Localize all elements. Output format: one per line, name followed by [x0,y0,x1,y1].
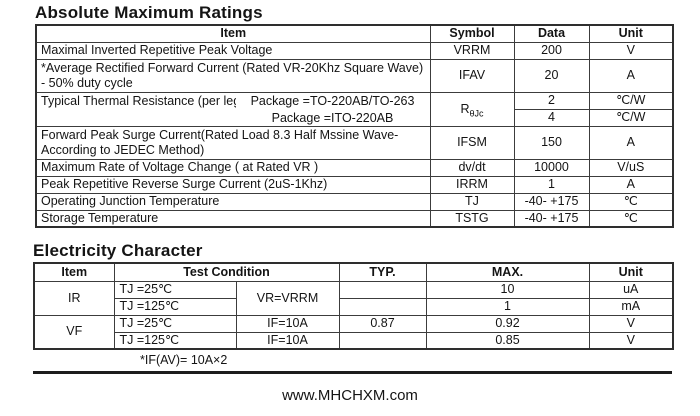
ec-row-vf-2: TJ =125℃ IF=10A 0.85 V [34,331,674,350]
bottom-rule [33,371,672,374]
amr-symbol-cell: TSTG [429,209,515,228]
amr-unit-cell: ℃/W [588,109,674,127]
ec-typ-cell [338,331,427,350]
amr-data-cell: 10000 [513,158,590,177]
amr-symbol-cell: TJ [429,192,515,211]
package-line-1: Package =TO-220AB/TO-263 [250,93,415,108]
amr-item-cell: Maximum Rate of Voltage Change ( at Rate… [35,158,431,177]
amr-row-ifsm: Forward Peak Surge Current(Rated Load 8.… [35,125,674,160]
amr-data-cell: 200 [513,41,590,60]
ec-cond1-cell: TJ =125℃ [113,297,237,316]
amr-row-irrm: Peak Repetitive Reverse Surge Current (2… [35,175,674,194]
amr-data-cell: 150 [513,125,590,160]
ec-max-cell: 0.92 [425,314,590,333]
amr-row-ifav: *Average Rectified Forward Current (Rate… [35,58,674,93]
amr-symbol-cell: dv/dt [429,158,515,177]
thermal-packages: Package =TO-220AB/TO-263 Package =ITO-22… [236,93,430,125]
amr-symbol-cell: IFSM [429,125,515,160]
amr-data-cell: 20 [513,58,590,93]
amr-header-data: Data [513,24,590,43]
amr-symbol-cell: VRRM [429,41,515,60]
amr-data-cell: -40- +175 [513,192,590,211]
ec-header-unit: Unit [588,262,674,282]
amr-row-tstg: Storage Temperature TSTG -40- +175 ℃ [35,209,674,228]
amr-item-cell: Maximal Inverted Repetitive Peak Voltage [35,41,431,60]
ec-max-cell: 1 [425,297,590,316]
ec-header-row: Item Test Condition TYP. MAX. Unit [33,262,674,282]
amr-unit-cell: A [588,58,674,93]
amr-symbol-cell: IFAV [429,58,515,93]
amr-row-dvdt: Maximum Rate of Voltage Change ( at Rate… [35,158,674,177]
ec-unit-cell: V [588,331,674,350]
amr-row-thermal-2: 4 ℃/W [36,109,674,127]
package-line-2: Package =ITO-220AB [271,110,394,125]
amr-unit-cell: ℃ [588,209,674,228]
thermal-layout: Typical Thermal Resistance (per leg Pack… [41,93,430,125]
amr-unit-cell: V [588,41,674,60]
ec-typ-cell: 0.87 [338,314,427,333]
amr-header-row: Item Symbol Data Unit [35,24,674,43]
amr-symbol-cell-rthjc: RθJc [429,91,515,127]
ec-item-cell-ir: IR [33,280,115,316]
amr-data-cell: 1 [513,175,590,194]
ec-cond1-cell: TJ =25℃ [113,280,237,299]
amr-row-thermal-1: Typical Thermal Resistance (per leg Pack… [35,91,674,127]
amr-data-cell: 4 [513,109,590,127]
ec-cond2-cell: IF=10A [235,331,340,350]
ec-item-cell-vf: VF [33,314,115,350]
ec-cond2-cell: VR=VRRM [235,280,340,316]
amr-header-symbol: Symbol [429,24,515,43]
amr-unit-cell: ℃/W [588,91,674,110]
amr-header-unit: Unit [588,24,674,43]
amr-unit-cell: ℃ [588,192,674,211]
amr-item-cell: Forward Peak Surge Current(Rated Load 8.… [35,125,431,160]
ec-table: Item Test Condition TYP. MAX. Unit IR TJ… [33,262,674,350]
ec-typ-cell [338,297,427,316]
ec-cond1-cell: TJ =25℃ [113,314,237,333]
ec-header-test-condition: Test Condition [113,262,340,282]
amr-item-cell: Peak Repetitive Reverse Surge Current (2… [35,175,431,194]
amr-unit-cell: V/uS [588,158,674,177]
ec-header-item: Item [33,262,115,282]
amr-item-cell: Operating Junction Temperature [35,192,431,211]
ec-max-cell: 10 [425,280,590,299]
ec-max-cell: 0.85 [425,331,590,350]
ec-cond1-cell: TJ =125℃ [113,331,237,350]
ec-unit-cell: V [588,314,674,333]
ec-typ-cell [338,280,427,299]
ec-row-ir-1: IR TJ =25℃ VR=VRRM 10 uA [33,280,674,316]
amr-header-item: Item [35,24,431,43]
ec-header-typ: TYP. [338,262,427,282]
ec-title: Electricity Character [33,241,203,260]
amr-table: Item Symbol Data Unit Maximal Inverted R… [35,24,674,228]
amr-unit-cell: A [588,125,674,160]
amr-item-cell: Storage Temperature [35,209,431,228]
ec-unit-cell: mA [588,297,674,316]
footer-url: www.MHCHXM.com [282,387,418,404]
amr-row-tj: Operating Junction Temperature TJ -40- +… [35,192,674,211]
amr-unit-cell: A [588,175,674,194]
ec-row-ir-2: TJ =125℃ 1 mA [34,297,674,316]
footnote-ifav: *IF(AV)= 10A×2 [140,353,228,367]
thermal-label: Typical Thermal Resistance (per leg [41,93,236,108]
ec-row-vf-1: VF TJ =25℃ IF=10A 0.87 0.92 V [33,314,674,350]
amr-thermal-item-cell: Typical Thermal Resistance (per leg Pack… [35,91,431,127]
ec-header-max: MAX. [425,262,590,282]
symbol-subscript: θJc [469,108,484,118]
amr-row-vrrm: Maximal Inverted Repetitive Peak Voltage… [35,41,674,60]
amr-symbol-cell: IRRM [429,175,515,194]
amr-title: Absolute Maximum Ratings [35,3,263,22]
amr-data-cell: -40- +175 [513,209,590,228]
ec-unit-cell: uA [588,280,674,299]
ec-cond2-cell: IF=10A [235,314,340,333]
symbol-base: R [460,101,470,116]
amr-data-cell: 2 [513,91,590,110]
amr-item-cell: *Average Rectified Forward Current (Rate… [35,58,431,93]
